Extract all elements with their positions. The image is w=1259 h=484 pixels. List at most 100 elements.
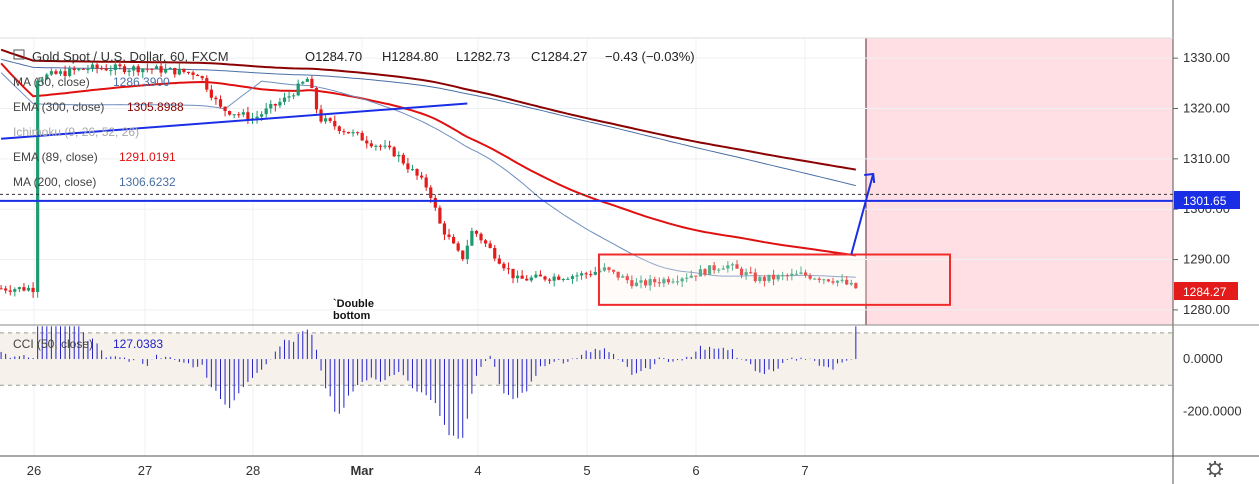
last-price-badge: [1174, 282, 1238, 300]
candle: [273, 103, 277, 112]
candle: [790, 268, 794, 281]
candle: [392, 146, 396, 158]
candle: [246, 106, 250, 124]
ma50-label[interactable]: MA (50, close): [13, 75, 90, 89]
candle: [479, 232, 483, 244]
gear-icon[interactable]: [1207, 461, 1223, 477]
candle: [602, 263, 607, 272]
arrow-head-icon: [864, 172, 876, 184]
annotation-bottom[interactable]: bottom: [333, 310, 370, 322]
candle: [735, 260, 739, 269]
candle: [287, 91, 291, 102]
candle: [817, 277, 821, 283]
candle: [707, 265, 712, 275]
candle: [333, 115, 337, 130]
candle: [653, 276, 657, 287]
ma50-line[interactable]: [0, 72, 856, 278]
candle: [474, 229, 479, 237]
ichimoku-label[interactable]: Ichimoku (9, 26, 52, 26): [13, 125, 139, 139]
candle: [698, 265, 703, 277]
candle: [803, 269, 808, 278]
ema300-label[interactable]: EMA (300, close): [13, 100, 104, 114]
symbol-title[interactable]: Gold Spot / U.S. Dollar, 60, FXCM: [32, 49, 229, 64]
candle: [13, 287, 17, 297]
x-tick-label: 5: [583, 463, 590, 478]
ma200-value: 1306.6232: [119, 175, 176, 189]
cci-tick-label: 0.0000: [1183, 351, 1223, 366]
candle: [730, 262, 735, 271]
last-price-badge-text: 1284.27: [1183, 285, 1227, 299]
candle: [406, 157, 410, 174]
ohlc-close: C1284.27: [531, 49, 587, 64]
candle: [145, 63, 149, 73]
candle: [506, 262, 511, 275]
candle: [561, 278, 565, 282]
ema89-label[interactable]: EMA (89, close): [13, 150, 98, 164]
candle: [470, 227, 474, 246]
candle: [346, 131, 351, 134]
candle: [68, 65, 72, 78]
candle: [420, 171, 424, 180]
candle: [835, 280, 840, 287]
annotation-double[interactable]: `Double: [333, 298, 374, 310]
candle: [218, 95, 223, 109]
candle: [113, 58, 117, 76]
candle: [584, 271, 588, 279]
ma200-label[interactable]: MA (200, close): [13, 175, 96, 189]
projection-arrow[interactable]: [850, 173, 875, 255]
candle: [753, 268, 757, 283]
candle: [127, 68, 131, 77]
candle: [54, 69, 58, 75]
candle: [662, 277, 666, 288]
candle: [465, 239, 469, 265]
candle: [100, 65, 104, 71]
candle: [543, 275, 547, 282]
candle: [191, 70, 195, 80]
candle: [442, 221, 447, 241]
candle: [840, 274, 844, 284]
candle: [685, 273, 689, 283]
candle: [680, 277, 684, 288]
x-tick-label: 6: [692, 463, 699, 478]
y-tick-label: 1320.00: [1183, 100, 1230, 115]
candle: [589, 270, 593, 278]
candle: [534, 271, 538, 279]
ohlc-high: H1284.80: [382, 49, 438, 64]
candle: [703, 268, 707, 277]
candle: [502, 261, 506, 271]
x-tick-label: 28: [246, 463, 260, 478]
candle: [776, 274, 780, 282]
candle: [739, 266, 744, 279]
candle: [223, 106, 227, 117]
candle: [40, 76, 44, 84]
candle: [694, 275, 698, 281]
candle: [356, 131, 360, 136]
candle: [90, 62, 95, 72]
x-tick-label: 4: [474, 463, 481, 478]
candle: [749, 266, 753, 274]
candle: [8, 285, 12, 296]
candle: [438, 205, 442, 224]
candle: [525, 274, 529, 281]
cci-tick-label: -200.0000: [1183, 403, 1242, 418]
ema89-line[interactable]: [0, 62, 856, 257]
candle: [781, 271, 785, 281]
ema300-line[interactable]: [0, 48, 856, 171]
candle: [808, 273, 812, 281]
cci-label[interactable]: CCI (50, close): [13, 337, 93, 351]
candle: [822, 278, 826, 285]
candle: [360, 130, 364, 141]
candle: [324, 114, 328, 124]
symbol-icon[interactable]: [13, 49, 25, 60]
candle: [63, 65, 67, 78]
candle: [264, 102, 268, 118]
candle: [675, 275, 680, 286]
candle: [511, 268, 515, 284]
consolidation-box[interactable]: [597, 253, 951, 306]
x-tick-label: 7: [801, 463, 808, 478]
trendline[interactable]: [1, 102, 468, 140]
candle: [483, 239, 488, 248]
candle: [122, 64, 127, 75]
